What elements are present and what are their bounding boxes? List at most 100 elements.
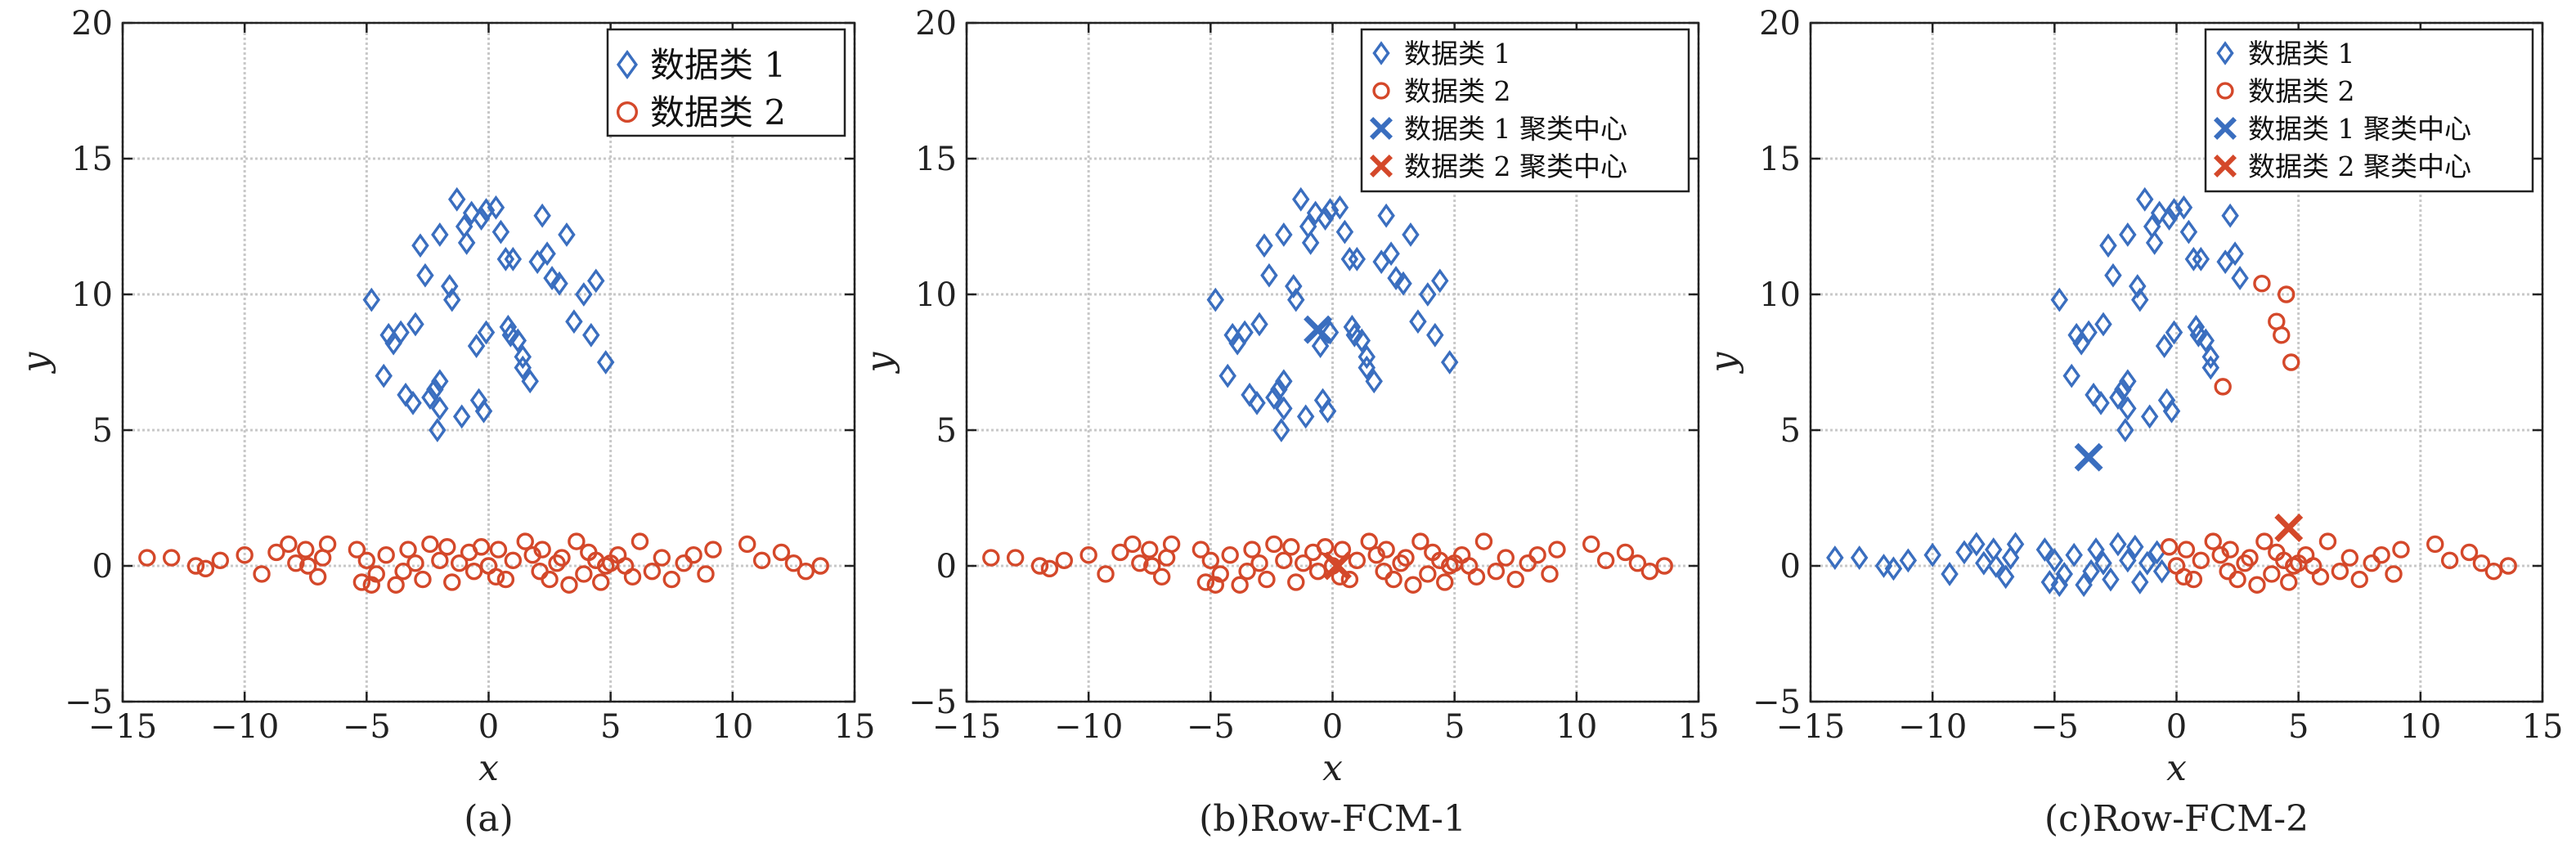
- data-point-class1: [2152, 559, 2171, 584]
- data-point-class1: [2145, 231, 2164, 255]
- data-point-class1: [514, 355, 532, 380]
- data-point-class2: [2211, 546, 2229, 564]
- x-tick-label: 15: [1678, 708, 1720, 746]
- data-point-class2: [348, 541, 366, 559]
- x-tick-label: 0: [2166, 708, 2187, 746]
- data-point-class2: [2160, 538, 2179, 556]
- data-point-class1: [2165, 320, 2183, 345]
- data-point-class1: [1874, 554, 1893, 578]
- data-point-class1: [1850, 545, 1869, 570]
- legend-box: [1360, 28, 1690, 193]
- data-point-class1: [2197, 328, 2215, 353]
- data-point-class1: [375, 363, 393, 388]
- legend-marker-class1: [617, 49, 638, 80]
- data-point-class2: [2318, 532, 2337, 550]
- data-point-class2: [684, 546, 702, 564]
- data-point-class1: [1343, 314, 1362, 339]
- data-point-class1: [2192, 246, 2210, 271]
- data-point-class2: [1528, 546, 1546, 564]
- data-point-class2: [575, 565, 593, 583]
- data-point-class1: [1426, 322, 1444, 348]
- data-point-class1: [487, 195, 505, 220]
- data-point-class2: [2331, 562, 2349, 581]
- x-tick-label: −5: [343, 708, 391, 746]
- data-point-class1: [426, 377, 444, 402]
- data-point-class1: [2150, 200, 2169, 226]
- data-point-class2: [516, 532, 534, 550]
- data-point-class1: [2099, 233, 2117, 258]
- x-tick-label: −10: [210, 708, 279, 746]
- data-point-class2: [357, 551, 376, 570]
- legend-label: 数据类 2: [1404, 75, 1511, 107]
- data-point-class2: [1275, 551, 1293, 570]
- cluster-center-1: [2074, 442, 2103, 472]
- data-point-class1: [499, 314, 518, 339]
- data-point-class2: [464, 562, 483, 581]
- data-point-class2: [1384, 570, 1402, 589]
- data-point-class2: [1316, 538, 1335, 556]
- data-point-class1: [1884, 556, 1903, 581]
- y-axis-label: y: [15, 351, 56, 374]
- x-tick-label: 0: [1322, 708, 1343, 746]
- data-point-class1: [2109, 532, 2127, 557]
- data-point-class2: [2273, 326, 2291, 344]
- data-point-class1: [2221, 203, 2239, 228]
- data-point-class1: [1968, 532, 1986, 557]
- data-point-class2: [1055, 551, 1074, 570]
- data-point-class2: [2241, 549, 2259, 567]
- panel-caption: (c)Row-FCM-2: [2044, 798, 2309, 840]
- data-point-class1: [1321, 320, 1340, 345]
- data-point-class1: [1260, 262, 1278, 288]
- data-point-class2: [592, 573, 610, 591]
- data-point-class2: [431, 551, 449, 570]
- legend-marker-center1: [2213, 116, 2237, 141]
- data-point-class2: [1497, 549, 1515, 567]
- data-point-class2: [1097, 565, 1115, 583]
- data-point-class1: [509, 328, 527, 353]
- data-point-class1: [1287, 287, 1305, 312]
- data-point-class2: [162, 549, 181, 567]
- legend-label: 数据类 1: [1404, 38, 1511, 70]
- data-point-class2: [2350, 570, 2368, 589]
- y-tick-label: 15: [71, 141, 113, 178]
- data-point-class1: [1387, 266, 1405, 290]
- legend-box: [2204, 28, 2534, 193]
- data-point-class2: [406, 554, 424, 572]
- y-tick-label: 15: [915, 141, 957, 178]
- data-point-class1: [558, 222, 576, 247]
- data-point-class1: [1306, 200, 1325, 226]
- data-point-class1: [2138, 550, 2156, 576]
- data-point-class1: [2094, 550, 2112, 576]
- data-point-class1: [429, 418, 447, 442]
- y-tick-label: 5: [936, 412, 957, 450]
- data-point-class2: [1616, 543, 1635, 562]
- x-tick-label: 0: [478, 708, 499, 746]
- data-point-class2: [299, 557, 317, 575]
- data-point-class2: [2363, 554, 2381, 572]
- x-axis-label: x: [478, 747, 499, 789]
- data-point-class1: [421, 385, 439, 411]
- data-point-class1: [2040, 570, 2059, 595]
- cluster-center-2: [2274, 514, 2304, 542]
- data-point-class1: [2160, 206, 2179, 231]
- data-point-class1: [2114, 377, 2132, 402]
- data-point-class2: [2214, 378, 2232, 396]
- data-point-class1: [1826, 545, 1844, 570]
- data-point-class2: [1294, 554, 1313, 572]
- data-point-class1: [2126, 534, 2144, 559]
- data-point-class2: [523, 546, 541, 564]
- data-point-class2: [394, 562, 412, 581]
- data-point-class1: [2201, 344, 2220, 370]
- panel-caption: (b)Row-FCM-1: [1199, 798, 1466, 840]
- legend-marker-class2: [1372, 82, 1390, 100]
- data-point-class2: [1377, 541, 1395, 559]
- data-point-class1: [2119, 222, 2137, 247]
- data-point-class1: [2082, 559, 2100, 584]
- data-point-class2: [2192, 551, 2210, 570]
- data-point-class2: [186, 557, 205, 575]
- data-point-class1: [2174, 195, 2193, 220]
- data-point-class1: [2006, 532, 2025, 557]
- x-tick-label: −10: [1054, 708, 1123, 746]
- data-point-class1: [1353, 328, 1371, 353]
